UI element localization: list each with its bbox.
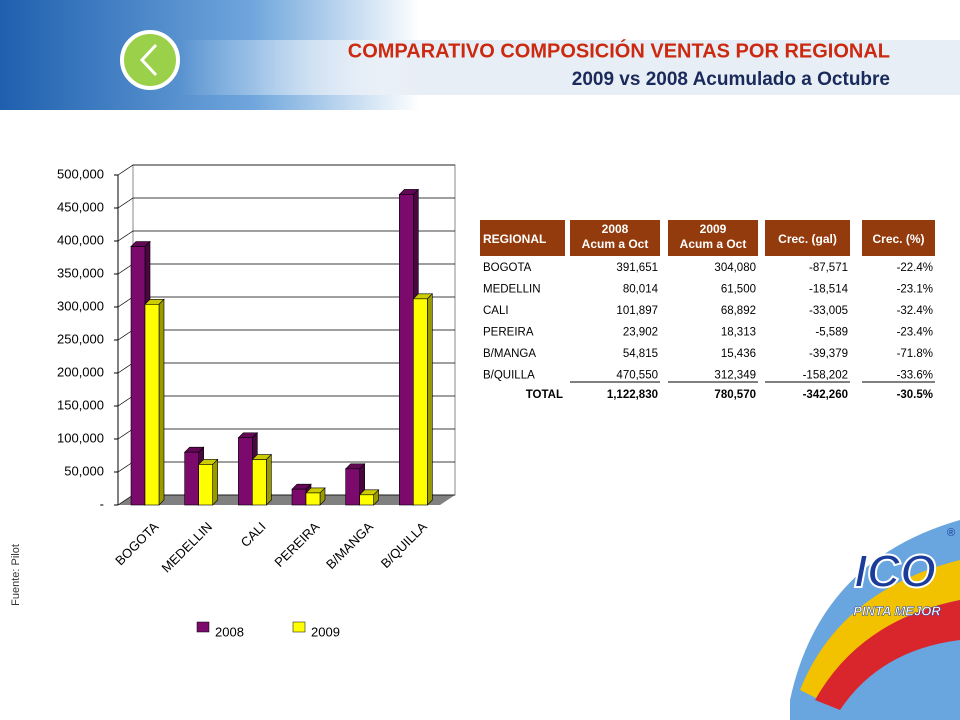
table-cell: -71.8%	[897, 348, 933, 360]
table-cell: 61,500	[721, 284, 756, 296]
bar	[359, 494, 374, 506]
table-cell: 54,815	[623, 348, 658, 360]
bar	[184, 451, 199, 506]
subtitle: 2009 vs 2008 Acumulado a Octubre	[572, 69, 890, 90]
logo-slogan: PINTA MEJOR	[853, 603, 941, 618]
y-tick-label: 450,000	[57, 199, 104, 214]
grid-line	[117, 230, 455, 242]
table-cell: 780,570	[714, 389, 756, 401]
bar	[144, 304, 160, 506]
table-cell: -33.6%	[897, 370, 933, 382]
y-tick-label: 300,000	[57, 298, 104, 313]
title-band	[180, 40, 960, 95]
table-cell: B/MANGA	[483, 348, 536, 360]
table-cell: 1,122,830	[607, 389, 658, 401]
table-cell: 312,349	[714, 370, 756, 382]
table-cell: TOTAL	[526, 389, 563, 401]
table-cell: 470,550	[616, 370, 658, 382]
table-header-text: Crec. (gal)	[778, 232, 837, 246]
bar	[130, 246, 146, 506]
table-header-cell	[668, 220, 758, 256]
grid-line	[117, 164, 455, 176]
table-cell: 391,651	[616, 262, 658, 274]
title: COMPARATIVO COMPOSICIÓN VENTAS POR REGIO…	[348, 38, 890, 62]
table-cell: -23.1%	[897, 284, 933, 296]
bar	[305, 492, 321, 506]
bar	[238, 437, 253, 506]
legend-swatch	[292, 621, 306, 633]
table-cell: 15,436	[721, 348, 756, 360]
y-tick-label: 200,000	[57, 364, 104, 379]
table-cell: MEDELLIN	[483, 284, 541, 296]
logo-mark: ®	[947, 527, 955, 539]
bar-side	[158, 298, 165, 506]
bar-side	[212, 458, 218, 506]
bar	[399, 194, 414, 506]
bar	[252, 459, 267, 506]
legend-label: 2008	[215, 624, 244, 639]
legend-swatch	[196, 621, 210, 633]
table-header-text: Acum a Oct	[582, 237, 649, 251]
table-cell: -33,005	[809, 305, 848, 317]
table-cell: B/QUILLA	[483, 370, 535, 382]
x-tick-label: B/MANGA	[323, 519, 376, 572]
bar	[198, 464, 213, 506]
table-cell: 80,014	[623, 284, 659, 296]
table-cell: -87,571	[809, 262, 848, 274]
bar	[413, 298, 428, 506]
y-tick-label: 100,000	[57, 430, 104, 445]
table-cell: 23,902	[623, 327, 658, 339]
back-button[interactable]	[120, 30, 180, 90]
table-header-cell	[570, 220, 660, 256]
table-cell: 18,313	[721, 327, 756, 339]
bar	[291, 488, 307, 506]
table-cell: PEREIRA	[483, 327, 534, 339]
x-tick-label: BOGOTA	[112, 519, 161, 568]
x-tick-label: MEDELLIN	[158, 519, 215, 576]
table-cell: -30.5%	[897, 389, 933, 401]
x-tick-label: B/QUILLA	[378, 519, 430, 571]
legend-label: 2009	[311, 624, 340, 639]
bar-side	[266, 453, 272, 506]
table-cell: -18,514	[809, 284, 849, 296]
table-header-cell	[862, 220, 935, 256]
table-cell: -23.4%	[897, 327, 933, 339]
table-header-cell	[480, 220, 565, 256]
table-header-cell	[765, 220, 850, 256]
y-tick-label: 400,000	[57, 232, 104, 247]
source: Fuente: Pilot	[10, 544, 22, 606]
table-cell: BOGOTA	[483, 262, 532, 274]
table-header-text: 2009	[700, 222, 727, 236]
y-tick-label: 250,000	[57, 331, 104, 346]
table-cell: 101,897	[616, 305, 658, 317]
table-cell: -22.4%	[897, 262, 933, 274]
table-cell: CALI	[483, 305, 509, 317]
logo-swoosh	[815, 600, 960, 710]
y-tick-label: 50,000	[64, 463, 104, 478]
table-cell: 304,080	[714, 262, 756, 274]
y-tick-label: 500,000	[57, 166, 104, 181]
x-tick-label: PEREIRA	[271, 519, 322, 570]
table-cell: -5,589	[815, 327, 848, 339]
table-cell: -158,202	[803, 370, 848, 382]
y-tick-label: -	[100, 496, 104, 511]
back-arrow	[139, 43, 158, 77]
table-cell: -32.4%	[897, 305, 933, 317]
table-cell: 68,892	[721, 305, 756, 317]
table-cell: -342,260	[803, 389, 848, 401]
bar-side	[427, 293, 433, 506]
bar	[345, 468, 360, 506]
table-header-text: Acum a Oct	[680, 237, 747, 251]
table-header-text: Crec. (%)	[872, 232, 924, 246]
x-tick-label: CALI	[238, 519, 269, 550]
grid-line	[117, 197, 455, 209]
y-tick-label: 350,000	[57, 265, 104, 280]
y-tick-label: 150,000	[57, 397, 104, 412]
table-cell: -39,379	[809, 348, 848, 360]
logo-name: ICO	[854, 545, 936, 597]
table-header-text: REGIONAL	[483, 232, 546, 246]
table-header-text: 2008	[602, 222, 629, 236]
